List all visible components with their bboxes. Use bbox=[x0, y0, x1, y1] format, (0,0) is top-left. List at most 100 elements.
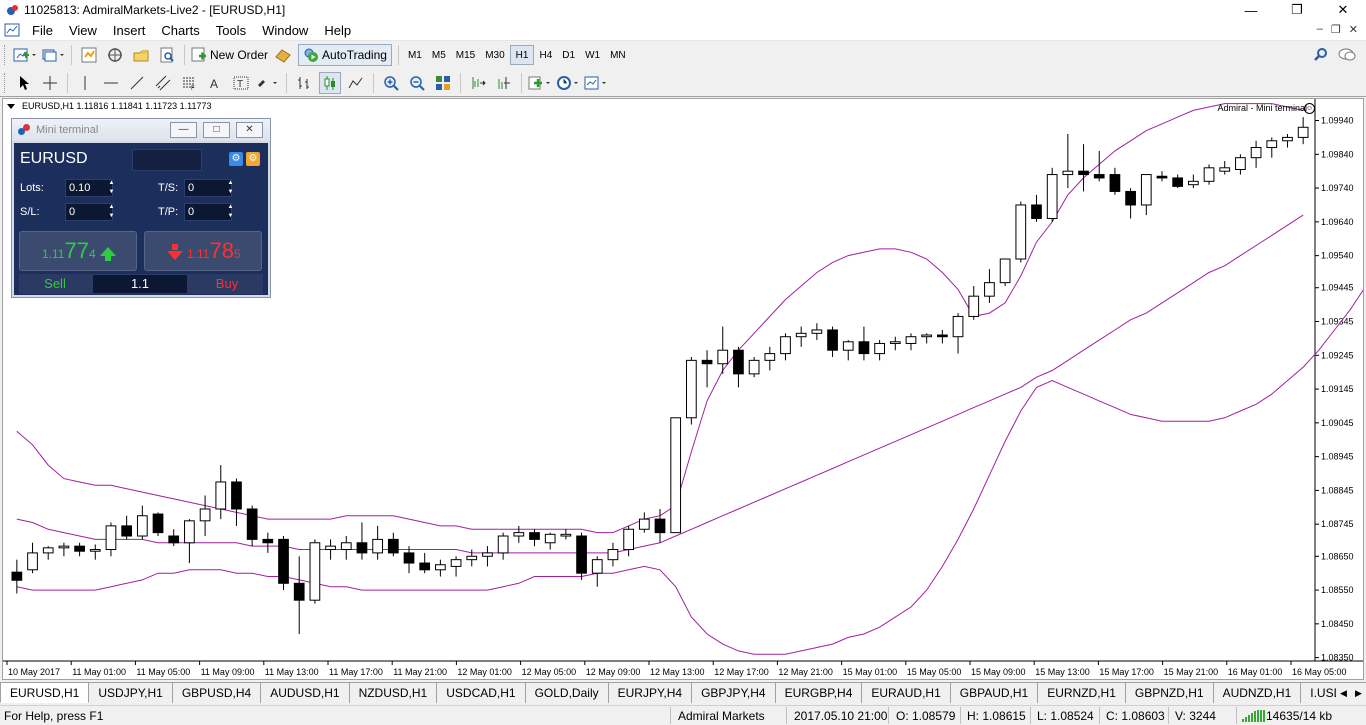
chart-window-icon[interactable] bbox=[4, 23, 20, 37]
candlestick-chart-icon[interactable] bbox=[319, 71, 341, 94]
timeframe-m30[interactable]: M30 bbox=[485, 49, 505, 61]
new-chart-button[interactable] bbox=[13, 44, 37, 66]
autotrading-button[interactable]: AutoTrading bbox=[298, 44, 392, 66]
indicators-icon[interactable] bbox=[528, 72, 552, 94]
tp-spinner-icon[interactable]: ▲ ▼ bbox=[227, 204, 234, 219]
menu-file[interactable]: File bbox=[32, 22, 53, 38]
trendline-icon[interactable] bbox=[126, 72, 148, 94]
expert-advisor-icon[interactable] bbox=[272, 44, 294, 66]
menu-tools[interactable]: Tools bbox=[215, 22, 247, 38]
sl-spinner-icon[interactable]: ▲ ▼ bbox=[108, 204, 115, 219]
chart-tab[interactable]: GBPAUD,H1 bbox=[951, 683, 1039, 703]
chart-tab[interactable]: GOLD,Daily bbox=[526, 683, 609, 703]
buy-price-panel[interactable]: 1.11 78 5 bbox=[144, 231, 262, 271]
market-watch-icon[interactable] bbox=[78, 44, 100, 66]
chart-tab[interactable]: GBPUSD,H4 bbox=[173, 683, 262, 703]
timeframe-d1[interactable]: D1 bbox=[562, 49, 576, 61]
chart-tab[interactable]: EURAUD,H1 bbox=[862, 683, 951, 703]
options-icon[interactable]: ⚙ bbox=[246, 152, 260, 166]
tp-input[interactable]: 0 bbox=[184, 203, 232, 221]
mini-terminal-minimize-button[interactable]: — bbox=[170, 122, 197, 138]
tab-scroll-left-icon[interactable]: ◀ bbox=[1340, 687, 1347, 698]
price-tick-label: 1.09940 bbox=[1321, 116, 1354, 126]
symbol-selector[interactable] bbox=[132, 149, 202, 171]
chart-window[interactable]: 1.09940 1.09840 1.09740 1.09640 1.09540 1.094… bbox=[2, 98, 1364, 680]
horizontal-line-icon[interactable] bbox=[100, 72, 122, 94]
ts-spinner-icon[interactable]: ▲ ▼ bbox=[227, 180, 234, 195]
mini-terminal-restore-button[interactable]: □ bbox=[203, 122, 230, 138]
sell-price-panel[interactable]: 1.11 77 4 bbox=[19, 231, 137, 271]
timeframe-h1[interactable]: H1 bbox=[509, 45, 535, 65]
timeframe-mn[interactable]: MN bbox=[610, 49, 626, 61]
tab-scroll-right-icon[interactable]: ▶ bbox=[1355, 687, 1362, 698]
chart-tab[interactable]: USDCAD,H1 bbox=[437, 683, 526, 703]
mini-terminal[interactable]: Mini terminal — □ ✕ EURUSD ⚙ ⚙ Lots: 0.1… bbox=[11, 118, 271, 298]
bar-chart-icon[interactable] bbox=[293, 72, 315, 94]
chart-tab[interactable]: AUDNZD,H1 bbox=[1214, 683, 1302, 703]
text-tool-icon[interactable]: A bbox=[204, 72, 226, 94]
lots-input[interactable]: 0.10 bbox=[65, 179, 113, 197]
new-order-button[interactable]: New Order bbox=[191, 44, 268, 66]
terminal-icon[interactable] bbox=[156, 44, 178, 66]
crosshair-icon[interactable] bbox=[39, 72, 61, 94]
timeframe-m5[interactable]: M5 bbox=[431, 49, 446, 61]
mdi-minimize-button[interactable]: – bbox=[1316, 23, 1323, 35]
arrows-tool-icon[interactable] bbox=[256, 72, 280, 94]
chart-tab[interactable]: GBPJPY,H4 bbox=[692, 683, 776, 703]
buy-button[interactable]: Buy bbox=[215, 276, 239, 291]
settings-gear-icon[interactable]: ⚙ bbox=[229, 152, 243, 166]
search-icon[interactable] bbox=[1310, 44, 1332, 66]
chart-tab[interactable]: AUDUSD,H1 bbox=[261, 683, 350, 703]
timeframe-m15[interactable]: M15 bbox=[455, 49, 476, 61]
mdi-restore-button[interactable]: ❐ bbox=[1330, 24, 1341, 36]
timeframe-w1[interactable]: W1 bbox=[585, 49, 601, 61]
menu-help[interactable]: Help bbox=[324, 22, 352, 38]
ts-input[interactable]: 0 bbox=[184, 179, 232, 197]
vertical-line-icon[interactable] bbox=[74, 72, 96, 94]
timeframe-m1[interactable]: M1 bbox=[407, 49, 422, 61]
chart-tab[interactable]: EURJPY,H4 bbox=[609, 683, 693, 703]
close-button[interactable]: ✕ bbox=[1337, 2, 1349, 17]
tab-scroll-arrows[interactable]: ◀ ▶ bbox=[1336, 683, 1366, 703]
channel-icon[interactable] bbox=[152, 72, 174, 94]
bull-candle bbox=[874, 342, 885, 355]
cursor-tool-icon[interactable] bbox=[13, 72, 35, 94]
chart-tab[interactable]: USDJPY,H1 bbox=[89, 683, 173, 703]
zoom-in-icon[interactable] bbox=[380, 72, 402, 94]
chart-tab[interactable]: GBPNZD,H1 bbox=[1126, 683, 1214, 703]
price-chart[interactable]: 1.09940 1.09840 1.09740 1.09640 1.09540 1.094… bbox=[3, 99, 1363, 679]
minimize-button[interactable]: — bbox=[1244, 2, 1258, 18]
chart-tab[interactable]: EURNZD,H1 bbox=[1038, 683, 1126, 703]
chart-tab[interactable]: EURGBP,H4 bbox=[776, 683, 863, 703]
periods-icon[interactable] bbox=[556, 72, 580, 94]
tile-windows-icon[interactable] bbox=[432, 72, 454, 94]
bull-candle bbox=[309, 542, 321, 601]
maximize-button[interactable]: ❐ bbox=[1291, 2, 1303, 17]
mdi-close-button[interactable]: ✕ bbox=[1348, 24, 1358, 36]
chat-icon[interactable] bbox=[1336, 44, 1358, 66]
autoscroll-icon[interactable] bbox=[493, 72, 515, 94]
lots-spinner-icon[interactable]: ▲ ▼ bbox=[108, 180, 115, 195]
collapse-triangle-icon[interactable] bbox=[7, 103, 15, 109]
menu-charts[interactable]: Charts bbox=[161, 22, 200, 38]
mini-terminal-header[interactable]: Mini terminal — □ ✕ bbox=[12, 119, 270, 141]
line-chart-icon[interactable] bbox=[345, 72, 367, 94]
chart-shift-icon[interactable] bbox=[467, 72, 489, 94]
volume-input[interactable]: 1.1 bbox=[93, 275, 187, 293]
templates-icon[interactable] bbox=[584, 72, 608, 94]
data-window-icon[interactable] bbox=[104, 44, 126, 66]
text-label-icon[interactable]: T bbox=[230, 72, 252, 94]
menu-view[interactable]: View bbox=[68, 22, 97, 38]
profiles-button[interactable] bbox=[41, 44, 65, 66]
sl-input[interactable]: 0 bbox=[65, 203, 113, 221]
navigator-icon[interactable] bbox=[130, 44, 152, 66]
sell-button[interactable]: Sell bbox=[44, 276, 66, 291]
zoom-out-icon[interactable] bbox=[406, 72, 428, 94]
menu-window[interactable]: Window bbox=[262, 22, 309, 38]
mini-terminal-close-button[interactable]: ✕ bbox=[236, 122, 263, 138]
timeframe-h4[interactable]: H4 bbox=[539, 49, 553, 61]
menu-insert[interactable]: Insert bbox=[112, 22, 146, 38]
chart-tab[interactable]: EURUSD,H1 bbox=[0, 683, 90, 703]
chart-tab[interactable]: NZDUSD,H1 bbox=[350, 683, 438, 703]
fibonacci-icon[interactable]: F bbox=[178, 72, 200, 94]
